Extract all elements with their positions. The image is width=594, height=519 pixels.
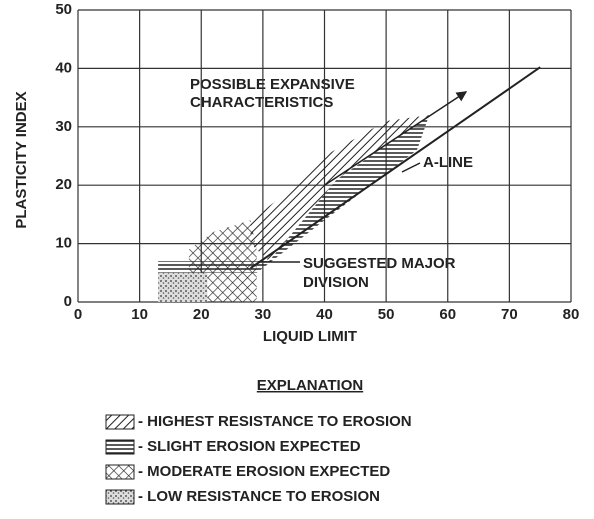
a-line <box>249 66 541 269</box>
x-tick-label: 50 <box>378 306 395 323</box>
legend-label: - HIGHEST RESISTANCE TO EROSION <box>138 413 412 430</box>
leader-line <box>401 162 421 173</box>
y-tick-label: 20 <box>55 176 72 193</box>
x-tick-label: 10 <box>131 306 148 323</box>
legend-label: - SLIGHT EROSION EXPECTED <box>138 438 361 455</box>
y-tick-label: 0 <box>64 293 72 310</box>
y-tick-label: 30 <box>55 118 72 135</box>
legend-swatch <box>105 414 135 430</box>
legend-swatch <box>105 464 135 480</box>
legend-label: - LOW RESISTANCE TO EROSION <box>138 488 380 505</box>
y-tick-label: 40 <box>55 59 72 76</box>
arrow <box>324 91 468 186</box>
annotation: DIVISION <box>303 274 369 291</box>
y-tick-label: 10 <box>55 235 72 252</box>
legend-swatch <box>105 439 135 455</box>
legend-title: EXPLANATION <box>257 377 363 394</box>
x-tick-label: 60 <box>439 306 456 323</box>
legend-swatch <box>105 489 135 505</box>
annotation: CHARACTERISTICS <box>190 94 333 111</box>
x-tick-label: 30 <box>255 306 272 323</box>
region <box>158 272 208 302</box>
y-axis-label: PLASTICITY INDEX <box>13 91 30 228</box>
region <box>158 115 430 273</box>
x-axis-label: LIQUID LIMIT <box>263 328 357 345</box>
annotation: POSSIBLE EXPANSIVE <box>190 76 355 93</box>
annotation: SUGGESTED MAJOR <box>303 255 456 272</box>
x-tick-label: 80 <box>563 306 580 323</box>
region <box>250 115 430 262</box>
x-tick-label: 70 <box>501 306 518 323</box>
y-tick-label: 50 <box>55 1 72 18</box>
x-tick-label: 20 <box>193 306 210 323</box>
x-tick-label: 40 <box>316 306 333 323</box>
x-tick-label: 0 <box>74 306 82 323</box>
legend-label: - MODERATE EROSION EXPECTED <box>138 463 390 480</box>
